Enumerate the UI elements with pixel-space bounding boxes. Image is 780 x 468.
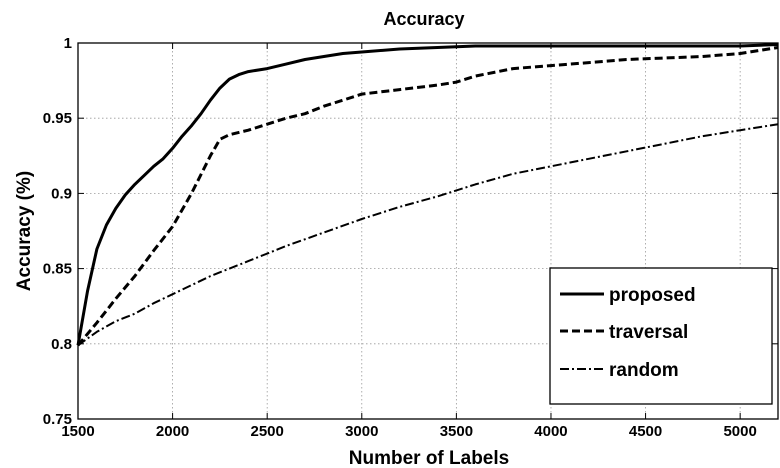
x-tick-label: 4500 bbox=[629, 423, 662, 440]
y-axis-label: Accuracy (%) bbox=[14, 171, 35, 291]
series-layer bbox=[76, 43, 779, 347]
chart-title: Accuracy bbox=[383, 9, 464, 29]
y-tick-label: 1 bbox=[64, 35, 72, 52]
x-tick-label: 1500 bbox=[61, 423, 94, 440]
plot-area-frame bbox=[77, 42, 779, 420]
x-tick-label: 3000 bbox=[345, 423, 378, 440]
x-tick-label: 4000 bbox=[534, 423, 567, 440]
series-line-proposed bbox=[76, 43, 779, 346]
legend-label-random: random bbox=[609, 360, 679, 381]
y-tick-label: 0.85 bbox=[43, 261, 72, 278]
series-line-random bbox=[77, 123, 779, 347]
x-axis-label: Number of Labels bbox=[349, 448, 509, 468]
x-tick-label: 5000 bbox=[723, 423, 756, 440]
y-tick-label: 0.75 bbox=[43, 411, 72, 428]
legend-label-traversal: traversal bbox=[609, 322, 688, 343]
legend-box bbox=[549, 267, 773, 405]
x-tick-label: 3500 bbox=[440, 423, 473, 440]
y-tick-label: 0.95 bbox=[43, 110, 72, 127]
x-tick-label: 2000 bbox=[156, 423, 189, 440]
legend-label-proposed: proposed bbox=[609, 285, 696, 306]
legend: proposed traversal random bbox=[549, 267, 773, 405]
tick-layer: 1500 2000 2500 3000 3500 4000 4500 5000 0.75 0.8 0… bbox=[43, 35, 778, 440]
y-tick-label: 0.9 bbox=[51, 185, 72, 202]
series-line-traversal bbox=[76, 46, 779, 347]
y-tick-label: 0.8 bbox=[51, 336, 72, 353]
x-tick-label: 2500 bbox=[251, 423, 284, 440]
